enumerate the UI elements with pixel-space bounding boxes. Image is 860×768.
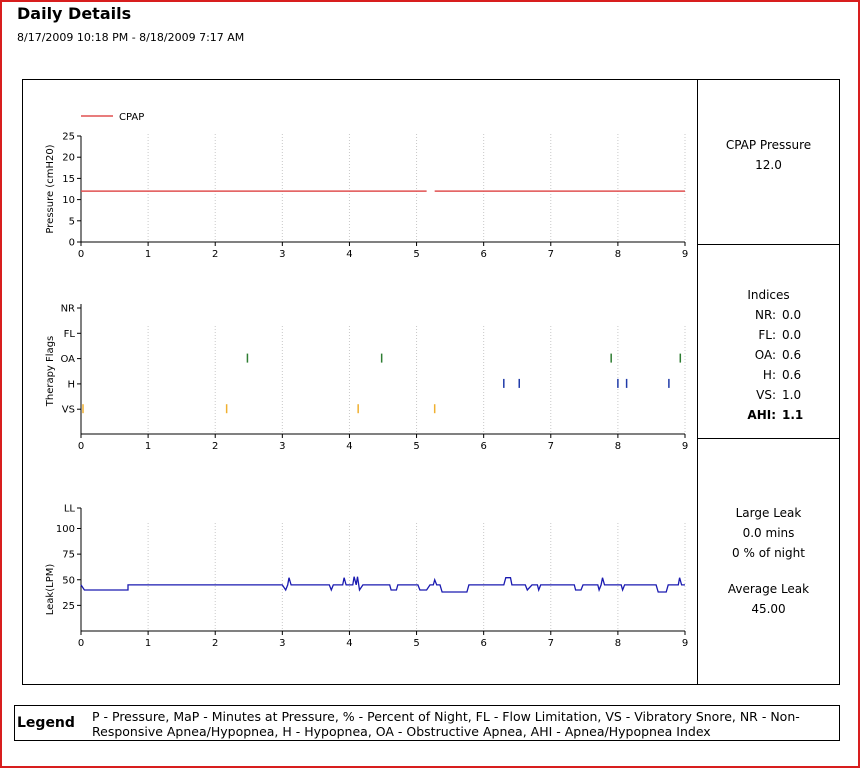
y-tick-label: OA	[60, 354, 75, 365]
x-tick-label: 6	[480, 638, 486, 649]
index-value: 0.0	[782, 308, 802, 322]
y-tick-label: VS	[62, 405, 75, 416]
x-tick-label: 1	[145, 638, 151, 649]
y-tick-label: 15	[62, 174, 75, 185]
index-row: OA: 0.6	[728, 345, 839, 365]
x-tick-label: 0	[78, 638, 84, 649]
index-value: 0.0	[782, 328, 802, 342]
average-leak-value: 45.00	[751, 602, 786, 616]
index-value: 0.6	[782, 348, 802, 362]
index-label: H:	[762, 368, 776, 382]
y-tick-label: 75	[62, 550, 75, 561]
index-label: FL:	[758, 328, 776, 342]
y-tick-label: NR	[61, 304, 75, 315]
pressure-panel-value: 12.0	[755, 158, 782, 172]
legend-text: P - Pressure, MaP - Minutes at Pressure,…	[92, 709, 800, 739]
charts-area: 0 5 10 15 20 25 0 1 2 3 4 5 6 7 8 9 Pressure (cmH20) CPAP…	[23, 80, 698, 684]
index-row: VS: 1.0	[728, 385, 839, 405]
x-tick-label: 1	[145, 249, 151, 260]
x-tick-label: 7	[548, 441, 554, 452]
details-box: 0 5 10 15 20 25 0 1 2 3 4 5 6 7 8 9 Pressure (cmH20) CPAP…	[22, 79, 840, 685]
x-tick-label: 4	[346, 638, 352, 649]
y-tick-label: LL	[64, 504, 76, 515]
x-tick-label: 1	[145, 441, 151, 452]
indices-title: Indices	[747, 288, 790, 302]
index-row: AHI: 1.1	[728, 405, 839, 425]
x-tick-label: 3	[279, 441, 285, 452]
x-tick-label: 9	[682, 441, 688, 452]
pressure-panel: CPAP Pressure 12.0	[698, 80, 839, 245]
index-label: VS:	[756, 388, 776, 402]
index-label: AHI:	[747, 408, 776, 422]
index-label: OA:	[754, 348, 776, 362]
x-tick-label: 7	[548, 638, 554, 649]
y-tick-label: 5	[69, 216, 75, 227]
average-leak-label: Average Leak	[727, 582, 810, 596]
y-tick-label: 50	[62, 575, 75, 586]
index-row: H: 0.6	[728, 365, 839, 385]
legend-label-cpap: CPAP	[119, 112, 144, 123]
x-tick-label: 2	[212, 441, 218, 452]
y-axis-label: Therapy Flags	[45, 336, 56, 408]
y-tick-label: 100	[56, 524, 75, 535]
x-tick-label: 0	[78, 249, 84, 260]
indices-list: NR: 0.0 FL: 0.0 OA: 0.6 H: 0.6 VS: 1.0 AHI: 1.1	[698, 305, 839, 425]
x-tick-label: 7	[548, 249, 554, 260]
x-tick-label: 5	[413, 638, 419, 649]
y-axis-label: Leak(LPM)	[45, 564, 56, 616]
y-tick-label: 0	[69, 238, 75, 249]
y-tick-label: H	[67, 379, 75, 390]
index-label: NR:	[755, 308, 776, 322]
x-tick-label: 4	[346, 249, 352, 260]
x-tick-label: 8	[615, 638, 621, 649]
legend-title: Legend	[17, 715, 75, 731]
index-value: 0.6	[782, 368, 802, 382]
index-value: 1.0	[782, 388, 802, 402]
leak-line	[80, 576, 685, 593]
large-leak-duration: 0.0 mins	[742, 526, 795, 540]
x-tick-label: 5	[413, 441, 419, 452]
x-tick-label: 3	[279, 638, 285, 649]
y-tick-label: FL	[64, 329, 76, 340]
y-tick-label: 25	[62, 132, 75, 143]
x-tick-label: 4	[346, 441, 352, 452]
x-tick-label: 0	[78, 441, 84, 452]
x-tick-label: 2	[212, 249, 218, 260]
leak-panel: Large Leak 0.0 mins 0 % of night Average…	[698, 439, 839, 684]
large-leak-title: Large Leak	[735, 506, 802, 520]
x-tick-label: 9	[682, 638, 688, 649]
x-tick-label: 8	[615, 441, 621, 452]
date-range: 8/17/2009 10:18 PM - 8/18/2009 7:17 AM	[17, 31, 245, 44]
index-row: FL: 0.0	[728, 325, 839, 345]
y-axis-label: Pressure (cmH20)	[45, 144, 56, 233]
x-tick-label: 2	[212, 638, 218, 649]
page-title: Daily Details	[17, 4, 132, 23]
y-tick-label: 25	[62, 601, 75, 612]
index-row: NR: 0.0	[728, 305, 839, 325]
x-tick-label: 6	[480, 441, 486, 452]
x-tick-label: 5	[413, 249, 419, 260]
indices-panel: Indices NR: 0.0 FL: 0.0 OA: 0.6 H: 0.6 VS: 1.0 AHI…	[698, 245, 839, 439]
x-tick-label: 9	[682, 249, 688, 260]
large-leak-percent: 0 % of night	[732, 546, 805, 560]
y-tick-label: 20	[62, 153, 75, 164]
pressure-panel-label: CPAP Pressure	[725, 138, 812, 152]
x-tick-label: 6	[480, 249, 486, 260]
index-value: 1.1	[782, 408, 804, 422]
x-tick-label: 3	[279, 249, 285, 260]
y-tick-label: 10	[62, 195, 75, 206]
legend-box: Legend P - Pressure, MaP - Minutes at Pr…	[14, 705, 840, 741]
x-tick-label: 8	[615, 249, 621, 260]
